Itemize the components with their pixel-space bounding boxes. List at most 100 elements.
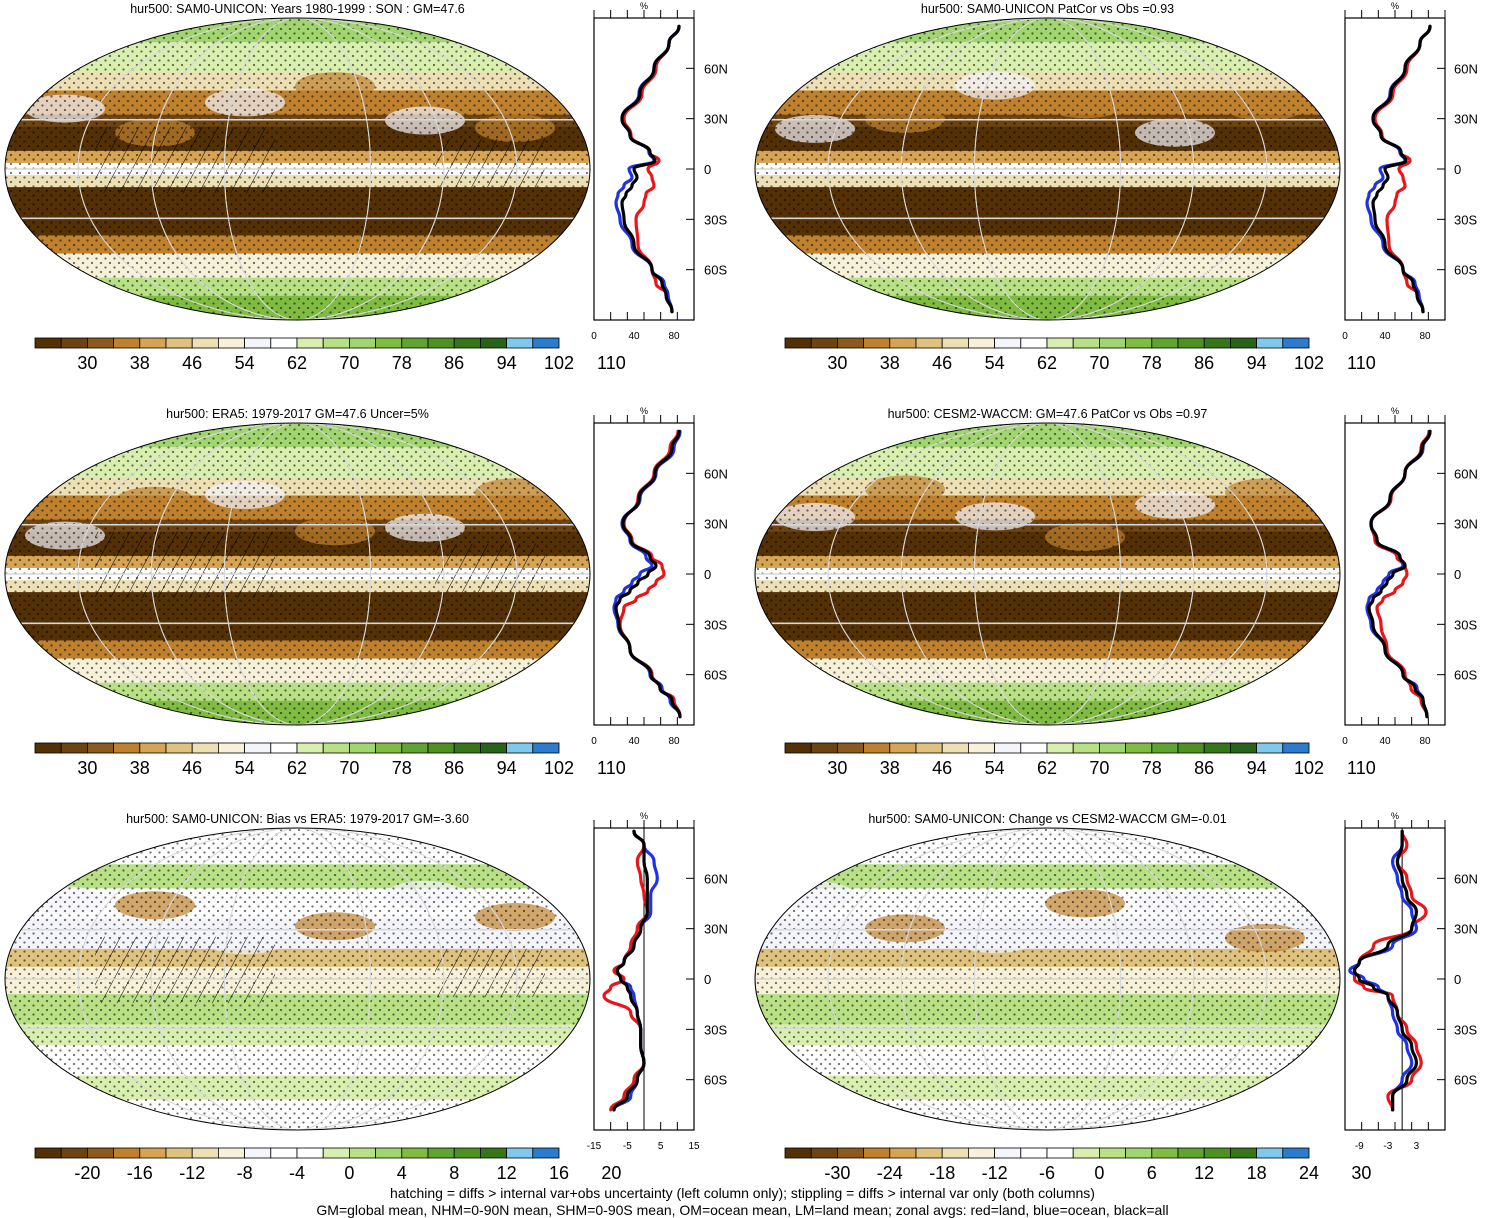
panel-1-zonal-ylabel: 30S [704, 212, 727, 227]
panel-5-colorbar-box [296, 1147, 324, 1159]
panel-2-meridian [973, 18, 1122, 320]
panel-2-colorbar-label: 94 [1247, 353, 1267, 373]
panel-4-zonal-xlabel: 0 [1342, 736, 1348, 747]
panel-6-colorbar-label: 24 [1299, 1163, 1319, 1183]
panel-6-colorbar-box [837, 1147, 865, 1159]
panel-2-zonal-ylabel: 0 [1454, 162, 1461, 177]
panel-2-colorbar-box [889, 337, 917, 349]
panel-1-zonal-xlabel: 40 [628, 331, 640, 342]
panel-6-colorbar-box [1020, 1147, 1048, 1159]
panel-1-colorbar-label: 62 [287, 353, 307, 373]
panel-3-zonal-ylabel: 60S [704, 668, 727, 683]
panel-4-colorbar-box [1046, 742, 1074, 754]
panel-2-colorbar-box [994, 337, 1022, 349]
panel-4-map [755, 423, 1340, 725]
panel-3-colorbar-box [244, 742, 272, 754]
panel-1-colorbar-box [191, 337, 219, 349]
panel-3-meridian [77, 423, 518, 725]
panel-3-zonal-xlabel: 80 [668, 736, 680, 747]
panel-2-colorbar-label: 102 [1294, 353, 1324, 373]
panel-3-meridian [223, 423, 372, 725]
panel-5-colorbar-box [322, 1147, 350, 1159]
panel-5-meridian [223, 828, 372, 1130]
panel-1-colorbar-box [427, 337, 455, 349]
panel-3-zonal: % 60N 30N 0 30S 60S 0 40 80 [591, 406, 728, 747]
panel-2-colorbar-label: 70 [1089, 353, 1109, 373]
panel-5-colorbar-box [244, 1147, 272, 1159]
panel-2-colorbar-label: 46 [932, 353, 952, 373]
panel-1-colorbar-box [244, 337, 272, 349]
panel-1-colorbar-box [322, 337, 350, 349]
panel-4-colorbar-box [1072, 742, 1100, 754]
panel-4-colorbar-box [784, 742, 812, 754]
panel-5-zonal: % 60N 30N 0 30S 60S -15 -5 5 15 [587, 811, 728, 1152]
panel-3-colorbar-box [165, 742, 193, 754]
panel-4-meridian [827, 423, 1268, 725]
panel-2-zonal: % 60N 30N 0 30S 60S 0 40 80 [1342, 1, 1478, 342]
panel-5-colorbar-box [532, 1147, 560, 1159]
panel-1-zonal-xlabel: 80 [668, 331, 680, 342]
panel-1-colorbar-box [165, 337, 193, 349]
panel-4-zonal-unit: % [1391, 406, 1399, 416]
panel-4-zonal-ylabel: 30N [1454, 517, 1478, 532]
panel-2-colorbar-box [863, 337, 891, 349]
panel-3-colorbar-box [401, 742, 429, 754]
panel-3-colorbar-label: 38 [130, 758, 150, 778]
panel-6-zonal-xlabel: -9 [1355, 1141, 1364, 1152]
panel-3-zonal-ylabel: 0 [704, 567, 711, 582]
panel-5-zonal-xlabel: 5 [658, 1141, 664, 1152]
panel-4-zonal-ylabel: 60S [1454, 668, 1477, 683]
panel-5-colorbar-label: -12 [179, 1163, 205, 1183]
panel-1-colorbar-label: 54 [235, 353, 255, 373]
panel-2-map [755, 18, 1340, 320]
panel-6-zonal-ylabel: 0 [1454, 972, 1461, 987]
panel-6-zonal-xlabel: 3 [1414, 1141, 1420, 1152]
panel-5-zonal-xlabel: -5 [623, 1141, 632, 1152]
panel-1-colorbar-label: 30 [77, 353, 97, 373]
panel-6-colorbar-box [889, 1147, 917, 1159]
panel-6-colorbar-label: 6 [1147, 1163, 1157, 1183]
panel-5-colorbar-box [506, 1147, 534, 1159]
panel-1-colorbar-label: 38 [130, 353, 150, 373]
panel-3-zonal-xlabel: 40 [628, 736, 640, 747]
panel-1-hatching [435, 138, 545, 188]
panel-3-map-border [4, 422, 591, 726]
panel-6-colorbar-box [1256, 1147, 1284, 1159]
panel-1-colorbar-box [375, 337, 403, 349]
panel-2-colorbar-box [837, 337, 865, 349]
panel-4-colorbar-box [1177, 742, 1205, 754]
panel-4-colorbar-box [915, 742, 943, 754]
panel-1-colorbar-box [506, 337, 534, 349]
panel-1-colorbar-label: 70 [339, 353, 359, 373]
panel-6-colorbar-label: 30 [1351, 1163, 1371, 1183]
panel-6-colorbar-box [1282, 1147, 1310, 1159]
panel-5-colorbar-box [401, 1147, 429, 1159]
panel-2-colorbar-label: 38 [880, 353, 900, 373]
panel-3-colorbar-label: 46 [182, 758, 202, 778]
panel-1-meridian [223, 18, 372, 320]
panel-1-colorbar-label: 94 [497, 353, 517, 373]
panel-1-colorbar-label: 110 [597, 353, 626, 373]
panel-3-colorbar-box [479, 742, 507, 754]
panel-4-zonal: % 60N 30N 0 30S 60S 0 40 80 [1342, 406, 1478, 747]
panel-5-colorbar-box [87, 1147, 115, 1159]
panel-4-zonal-xlabel: 40 [1379, 736, 1391, 747]
panel-1-colorbar-box [348, 337, 376, 349]
panel-3-colorbar-label: 78 [392, 758, 412, 778]
panel-4-zonal-series-ocean [1365, 429, 1432, 719]
panel-6-map [755, 828, 1340, 1130]
panel-4-meridian [973, 423, 1122, 725]
panel-2-colorbar-box [1125, 337, 1153, 349]
panel-2-colorbar-box [1151, 337, 1179, 349]
panel-6-colorbar-box [863, 1147, 891, 1159]
panel-3-hatching [435, 543, 545, 593]
panel-3-colorbar-label: 30 [77, 758, 97, 778]
panel-3-zonal-frame [593, 422, 695, 726]
panel-5-hatching [435, 948, 545, 998]
panel-1-hatching [95, 126, 275, 194]
panel-4-zonal-frame [1344, 422, 1446, 726]
panel-5-colorbar-box [34, 1147, 62, 1159]
panel-4-colorbar-box [968, 742, 996, 754]
panel-3-colorbar-box [87, 742, 115, 754]
panel-5-colorbar-box [191, 1147, 219, 1159]
